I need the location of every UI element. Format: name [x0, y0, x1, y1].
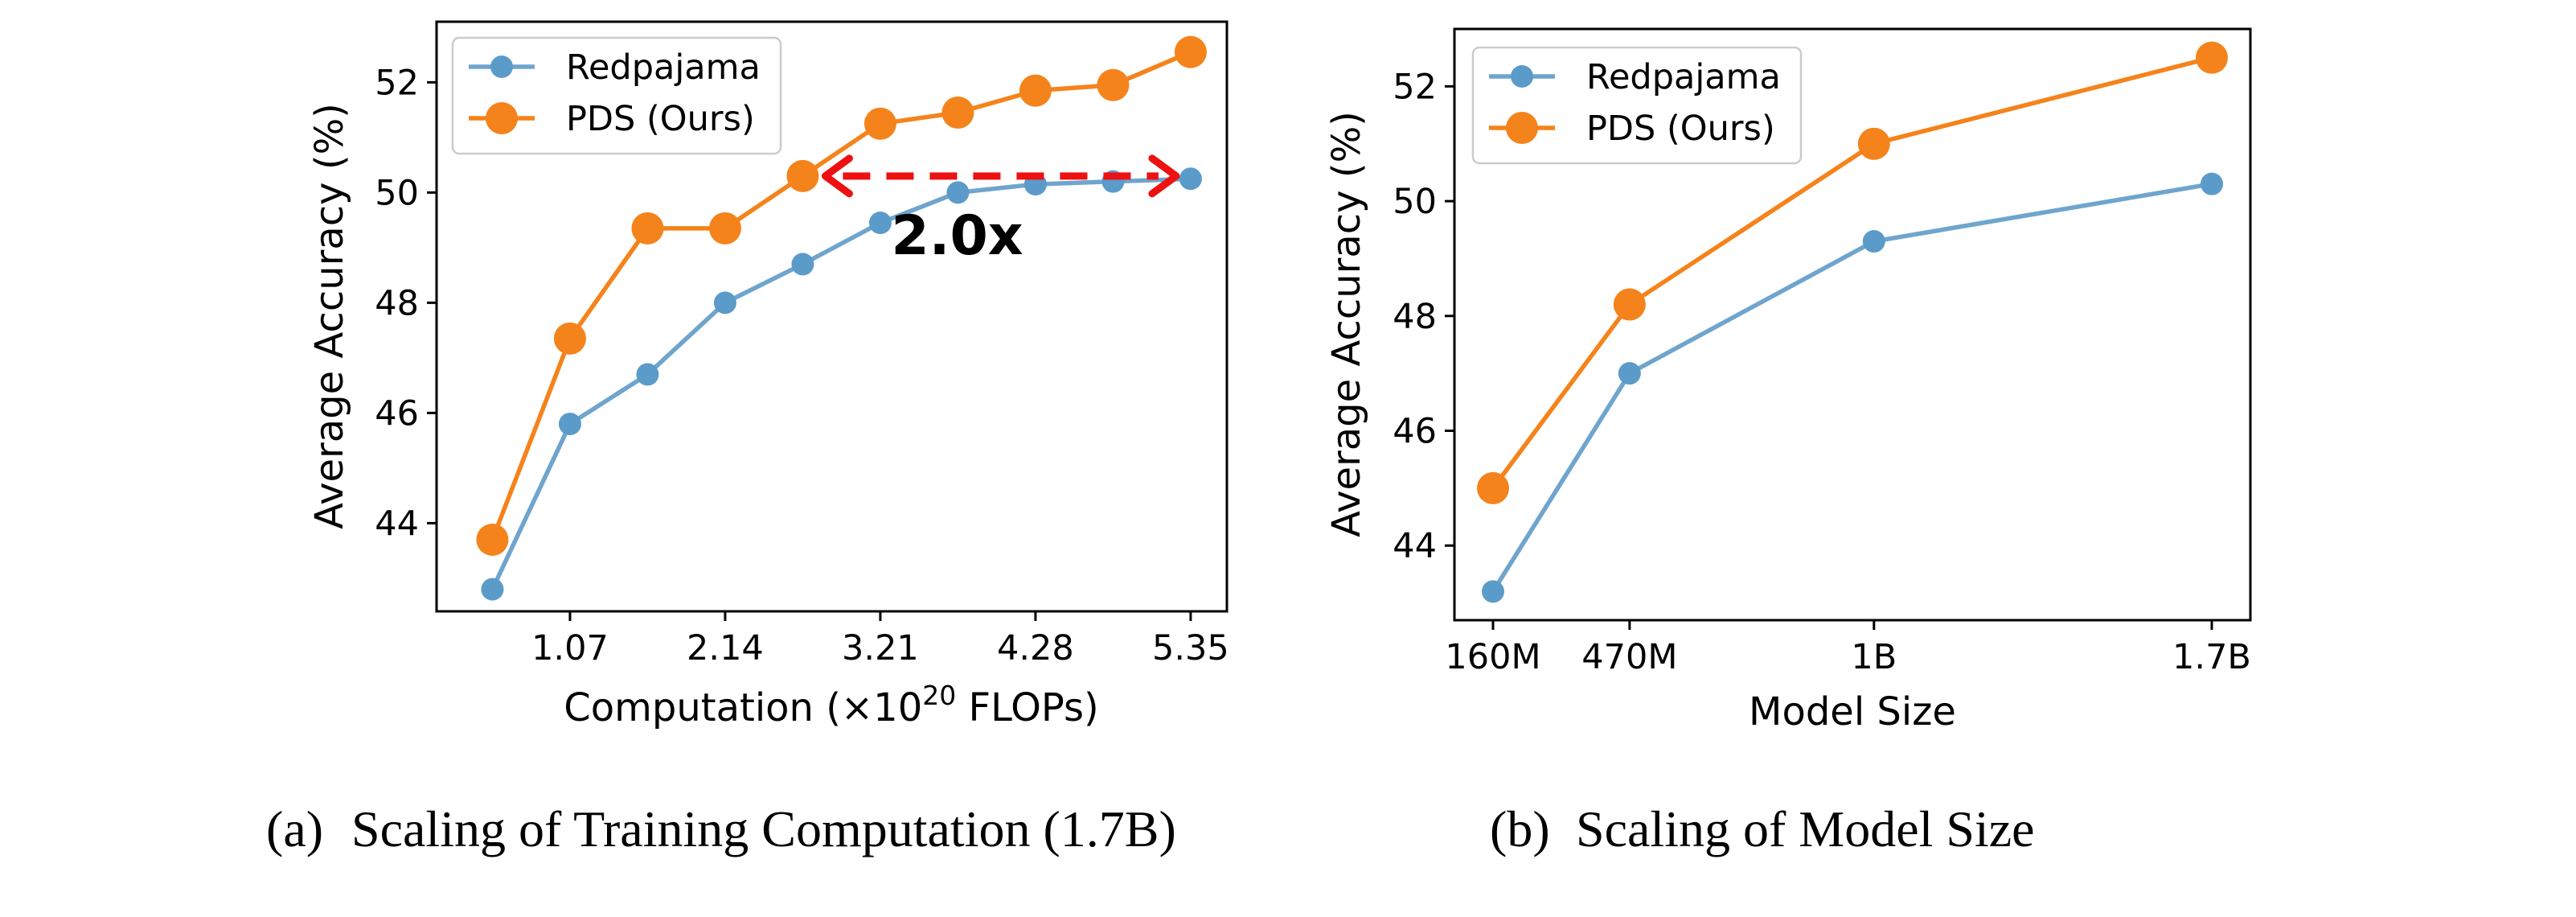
data-point-pds	[708, 212, 741, 245]
x-axis-ticks: 1.07 2.14 3.21 4.28 5.35	[531, 611, 1229, 668]
legend-marker-redpajama	[1511, 65, 1533, 88]
series-group	[1477, 41, 2228, 603]
series-line-pds	[1491, 56, 2213, 490]
plot-area-frame	[435, 20, 1229, 613]
data-point-pds	[1174, 35, 1207, 68]
y-tick-label: 50	[1393, 182, 1437, 222]
data-point-redpajama	[868, 212, 892, 235]
x-tick-label: 4.28	[997, 628, 1074, 668]
caption-label: (b)	[1490, 800, 1550, 857]
data-point-pds	[941, 97, 974, 130]
x-axis-label: Computation (×1020 FLOPs)	[564, 680, 1099, 730]
caption: Scaling of Model Size	[1576, 800, 2035, 857]
data-point-redpajama	[1618, 362, 1641, 385]
data-point-redpajama	[1179, 167, 1202, 191]
series-line-pds	[490, 50, 1192, 541]
y-tick-label: 48	[375, 283, 419, 323]
data-point-redpajama	[946, 181, 970, 204]
x-tick-label: 1B	[1851, 637, 1897, 677]
y-tick-label: 46	[1393, 412, 1437, 452]
y-tick-label: 46	[375, 393, 419, 434]
y-tick-label: 44	[375, 504, 419, 544]
caption-label: (a)	[266, 800, 323, 857]
x-tick-label: 1.07	[531, 628, 609, 668]
data-point-pds	[1097, 68, 1130, 101]
legend-label-pds: PDS (Ours)	[566, 99, 755, 139]
y-tick-label: 52	[375, 63, 419, 103]
series-line-redpajama	[1491, 181, 2213, 593]
x-tick-label: 470M	[1581, 637, 1677, 677]
legend-marker-redpajama	[490, 56, 513, 78]
data-point-pds	[1477, 471, 1509, 504]
panel-b-chart: 44 46 48 50 52 160M 470M 1B 1.7B Model Size Ave…	[1324, 27, 2252, 857]
data-point-pds	[1613, 288, 1646, 321]
data-point-pds	[786, 159, 819, 192]
series-line-redpajama	[490, 176, 1192, 590]
series-group	[476, 35, 1207, 601]
speedup-annotation: 2.0x	[821, 154, 1180, 268]
data-point-redpajama	[791, 253, 814, 276]
x-tick-label: 3.21	[842, 628, 919, 668]
legend-marker-pds	[486, 102, 518, 134]
annotation-arrow-head-left	[821, 154, 853, 198]
legend-marker-pds	[1506, 112, 1538, 144]
y-tick-label: 50	[375, 173, 419, 213]
data-point-pds	[476, 523, 509, 556]
caption: Scaling of Training Computation (1.7B)	[351, 800, 1176, 857]
annotation-arrow-head-right	[1148, 154, 1180, 198]
y-axis-ticks: 44 46 48 50 52	[1393, 67, 1454, 566]
data-point-redpajama	[636, 363, 659, 386]
x-axis-label-exponent: 20	[922, 680, 956, 711]
x-tick-label: 5.35	[1152, 628, 1229, 668]
legend-label-redpajama: Redpajama	[1586, 57, 1781, 97]
x-tick-label: 2.14	[687, 628, 764, 668]
data-point-redpajama	[1862, 230, 1885, 253]
legend: Redpajama PDS (Ours)	[451, 36, 782, 155]
legend: Redpajama PDS (Ours)	[1471, 46, 1803, 165]
data-point-pds	[2196, 41, 2228, 74]
y-axis-ticks: 44 46 48 50 52	[375, 63, 437, 544]
data-point-redpajama	[558, 413, 581, 436]
legend-label-redpajama: Redpajama	[566, 47, 761, 88]
y-tick-label: 44	[1393, 526, 1437, 566]
y-axis-label: Average Accuracy (%)	[1324, 111, 1369, 537]
data-point-redpajama	[1482, 580, 1504, 603]
data-point-pds	[1019, 74, 1052, 107]
y-tick-label: 52	[1393, 67, 1437, 107]
data-point-pds	[553, 322, 586, 355]
data-point-pds	[1857, 127, 1890, 160]
y-axis-label: Average Accuracy (%)	[307, 103, 352, 529]
data-point-redpajama	[2201, 172, 2223, 195]
data-point-redpajama	[713, 291, 736, 315]
data-point-redpajama	[481, 578, 504, 601]
x-tick-label: 1.7B	[2172, 637, 2251, 677]
data-point-pds	[631, 212, 664, 245]
data-point-pds	[863, 107, 896, 140]
y-tick-label: 48	[1393, 297, 1437, 337]
x-axis-ticks: 160M 470M 1B 1.7B	[1445, 620, 2251, 677]
panel-a-chart: 44 46 48 50 52 1.07 2.14 3.21 4.28 5.35 2.0x Com…	[266, 20, 1229, 857]
plot-area-frame	[1453, 27, 2252, 622]
annotation-speedup-label: 2.0x	[891, 204, 1023, 268]
legend-label-pds: PDS (Ours)	[1586, 109, 1775, 149]
x-axis-label: Model Size	[1749, 689, 1956, 734]
x-tick-label: 160M	[1445, 637, 1540, 677]
